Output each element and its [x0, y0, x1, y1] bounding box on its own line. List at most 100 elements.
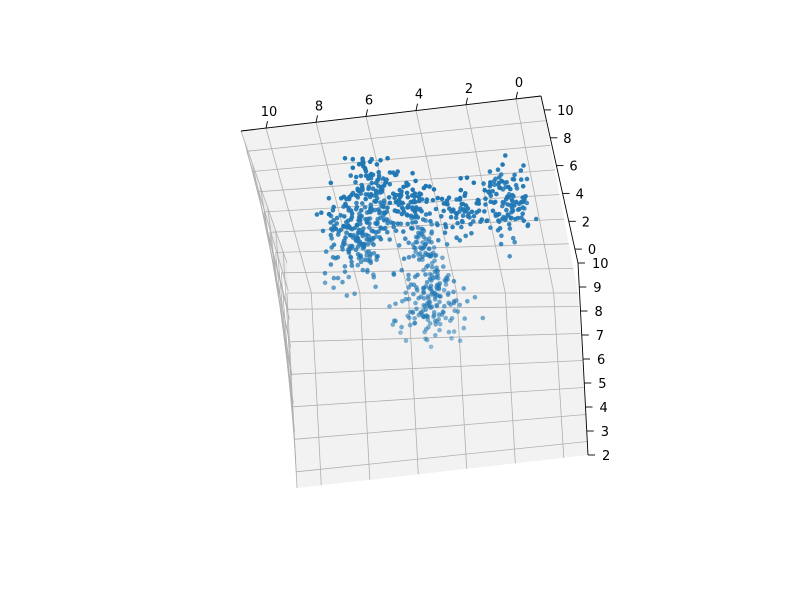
data-point	[378, 225, 383, 230]
data-point	[392, 208, 398, 213]
data-point	[422, 303, 428, 309]
data-point	[497, 226, 503, 231]
data-point	[429, 240, 434, 245]
data-point	[429, 231, 434, 236]
data-point	[512, 239, 517, 245]
data-point	[419, 208, 424, 214]
data-point	[510, 235, 516, 241]
data-point	[413, 205, 419, 210]
data-point	[474, 210, 480, 215]
data-point	[443, 224, 449, 230]
data-point	[441, 208, 447, 214]
data-point	[375, 178, 380, 183]
data-point	[423, 250, 428, 256]
data-point	[442, 230, 448, 235]
data-point	[385, 205, 390, 211]
data-point	[403, 290, 409, 296]
data-point	[373, 220, 378, 226]
x-tick-label: 4	[415, 88, 423, 103]
data-point	[395, 169, 401, 174]
data-point	[335, 254, 341, 260]
data-point	[417, 251, 423, 256]
data-point	[404, 212, 410, 217]
data-point	[378, 200, 383, 205]
data-point	[355, 244, 361, 250]
data-point	[343, 201, 348, 207]
data-point	[421, 267, 426, 273]
data-point	[363, 196, 369, 202]
data-point	[355, 186, 361, 192]
data-point	[518, 168, 524, 173]
x-tick-label: 2	[465, 82, 473, 97]
data-point	[356, 218, 361, 223]
data-point	[429, 278, 434, 283]
data-point	[468, 221, 473, 227]
data-point	[451, 278, 457, 284]
data-point	[346, 205, 351, 211]
data-point	[421, 314, 427, 320]
data-point	[365, 269, 370, 275]
y-tick-label: 0	[588, 243, 596, 258]
data-point	[460, 213, 466, 218]
data-point	[458, 187, 464, 193]
data-point	[428, 283, 434, 289]
data-point	[480, 315, 486, 321]
y-tick-label: 8	[563, 132, 571, 147]
data-point	[495, 212, 501, 218]
data-point	[469, 231, 474, 236]
data-point	[500, 200, 506, 205]
data-point	[441, 310, 446, 315]
data-point	[431, 245, 437, 250]
data-point	[462, 193, 468, 198]
data-point	[508, 203, 514, 208]
data-point	[428, 344, 434, 350]
data-point	[406, 254, 412, 260]
data-point	[432, 297, 438, 302]
data-point	[353, 174, 359, 180]
data-point	[436, 316, 442, 322]
z-tick-label: 6	[597, 353, 605, 368]
data-point	[441, 201, 447, 206]
data-point	[381, 200, 387, 206]
data-point	[400, 298, 405, 304]
data-point	[369, 180, 375, 186]
data-point	[374, 195, 380, 201]
data-point	[426, 246, 432, 251]
data-point	[410, 205, 415, 210]
data-point	[418, 245, 423, 250]
data-point	[481, 181, 486, 186]
data-point	[387, 170, 393, 175]
grid-line-z-side	[269, 232, 294, 404]
data-point	[525, 223, 530, 229]
data-point	[521, 218, 527, 224]
data-point	[348, 254, 353, 259]
data-point	[341, 223, 346, 229]
data-point	[420, 254, 425, 260]
data-point	[406, 240, 412, 246]
data-point	[443, 315, 449, 321]
data-point	[416, 257, 422, 262]
data-point	[431, 310, 437, 315]
data-point	[328, 220, 333, 225]
data-point	[411, 291, 416, 297]
data-point	[438, 294, 443, 299]
data-point	[399, 324, 404, 330]
data-point	[398, 192, 404, 198]
data-point	[424, 197, 430, 202]
data-point	[431, 187, 437, 192]
data-point	[405, 205, 410, 210]
data-point	[435, 268, 441, 274]
data-point	[472, 295, 478, 300]
data-point	[355, 235, 361, 241]
data-point	[458, 176, 464, 181]
axis-lines	[240, 91, 595, 456]
data-point	[446, 195, 452, 200]
data-point	[400, 200, 406, 206]
data-point	[507, 226, 513, 231]
data-point	[410, 309, 415, 315]
x-tick-label: 0	[515, 76, 523, 91]
data-point	[376, 170, 382, 175]
data-point	[427, 184, 432, 189]
data-point	[500, 203, 505, 209]
